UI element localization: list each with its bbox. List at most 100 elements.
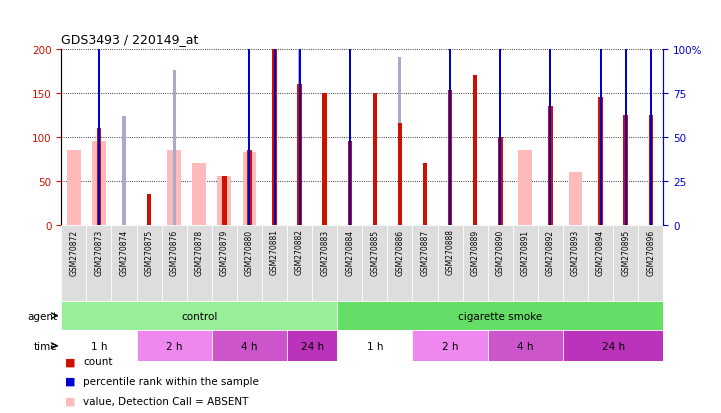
- Bar: [650, 18, 652, 225]
- Text: GSM270888: GSM270888: [446, 229, 455, 275]
- Text: 24 h: 24 h: [301, 341, 324, 351]
- Text: GSM270895: GSM270895: [622, 229, 630, 275]
- Text: GSM270873: GSM270873: [94, 229, 103, 275]
- Bar: [297, 85, 302, 225]
- Text: GSM270884: GSM270884: [345, 229, 354, 275]
- Bar: [123, 116, 125, 225]
- Bar: [242, 152, 257, 225]
- Bar: [563, 225, 588, 301]
- Bar: [92, 142, 106, 225]
- Text: GSM270889: GSM270889: [471, 229, 479, 275]
- Bar: [449, 9, 451, 225]
- Bar: [518, 150, 532, 225]
- Bar: [262, 225, 287, 301]
- Text: GSM270896: GSM270896: [646, 229, 655, 275]
- Bar: [287, 330, 337, 361]
- Bar: [273, 0, 275, 225]
- Bar: [287, 225, 312, 301]
- Text: value, Detection Call = ABSENT: value, Detection Call = ABSENT: [83, 396, 248, 406]
- Bar: [638, 225, 663, 301]
- Bar: [187, 225, 212, 301]
- Text: GSM270882: GSM270882: [295, 229, 304, 275]
- Bar: [569, 173, 583, 225]
- Bar: [549, 9, 552, 225]
- Bar: [312, 225, 337, 301]
- Bar: [172, 71, 176, 225]
- Bar: [337, 330, 412, 361]
- Text: GSM270881: GSM270881: [270, 229, 279, 275]
- Bar: [249, 41, 250, 225]
- Bar: [598, 98, 603, 225]
- Bar: [136, 330, 212, 361]
- Text: time: time: [34, 341, 58, 351]
- Text: control: control: [181, 311, 218, 321]
- Text: GSM270874: GSM270874: [120, 229, 128, 275]
- Text: GSM270891: GSM270891: [521, 229, 530, 275]
- Text: agent: agent: [27, 311, 58, 321]
- Text: GSM270893: GSM270893: [571, 229, 580, 275]
- Bar: [373, 93, 377, 225]
- Text: GSM270885: GSM270885: [371, 229, 379, 275]
- Bar: [448, 91, 452, 225]
- Text: ■: ■: [65, 396, 76, 406]
- Bar: [473, 76, 477, 225]
- Text: ■: ■: [65, 356, 76, 366]
- Bar: [98, 32, 100, 225]
- Bar: [648, 115, 653, 225]
- Text: GSM270872: GSM270872: [69, 229, 79, 275]
- Bar: [348, 142, 352, 225]
- Bar: [218, 177, 231, 225]
- Bar: [513, 225, 538, 301]
- Text: GSM270883: GSM270883: [320, 229, 329, 275]
- Bar: [412, 330, 487, 361]
- Bar: [423, 164, 428, 225]
- Bar: [613, 225, 638, 301]
- Text: GDS3493 / 220149_at: GDS3493 / 220149_at: [61, 33, 199, 45]
- Text: 1 h: 1 h: [366, 341, 383, 351]
- Bar: [322, 93, 327, 225]
- Bar: [212, 330, 287, 361]
- Text: count: count: [83, 356, 112, 366]
- Text: 24 h: 24 h: [601, 341, 624, 351]
- Text: GSM270890: GSM270890: [496, 229, 505, 275]
- Bar: [337, 225, 363, 301]
- Bar: [273, 50, 277, 225]
- Text: GSM270886: GSM270886: [395, 229, 404, 275]
- Bar: [538, 225, 563, 301]
- Bar: [136, 225, 162, 301]
- Bar: [399, 58, 402, 225]
- Bar: [97, 128, 101, 225]
- Bar: [624, 115, 628, 225]
- Bar: [61, 330, 136, 361]
- Bar: [498, 138, 503, 225]
- Text: GSM270875: GSM270875: [145, 229, 154, 275]
- Bar: [193, 164, 206, 225]
- Text: 4 h: 4 h: [517, 341, 534, 351]
- Bar: [212, 225, 237, 301]
- Text: 4 h: 4 h: [241, 341, 257, 351]
- Bar: [162, 225, 187, 301]
- Bar: [61, 225, 87, 301]
- Text: GSM270887: GSM270887: [420, 229, 430, 275]
- Text: GSM270894: GSM270894: [596, 229, 605, 275]
- Bar: [222, 177, 226, 225]
- Text: 1 h: 1 h: [91, 341, 107, 351]
- Bar: [499, 32, 501, 225]
- Bar: [487, 225, 513, 301]
- Bar: [398, 124, 402, 225]
- Bar: [337, 301, 663, 330]
- Bar: [237, 225, 262, 301]
- Text: ■: ■: [65, 376, 76, 386]
- Bar: [563, 330, 663, 361]
- Bar: [387, 225, 412, 301]
- Bar: [349, 37, 350, 225]
- Bar: [487, 330, 563, 361]
- Bar: [112, 225, 136, 301]
- Bar: [298, 6, 301, 225]
- Bar: [438, 225, 463, 301]
- Text: 2 h: 2 h: [442, 341, 459, 351]
- Bar: [67, 150, 81, 225]
- Bar: [548, 107, 553, 225]
- Bar: [624, 11, 627, 225]
- Text: GSM270878: GSM270878: [195, 229, 204, 275]
